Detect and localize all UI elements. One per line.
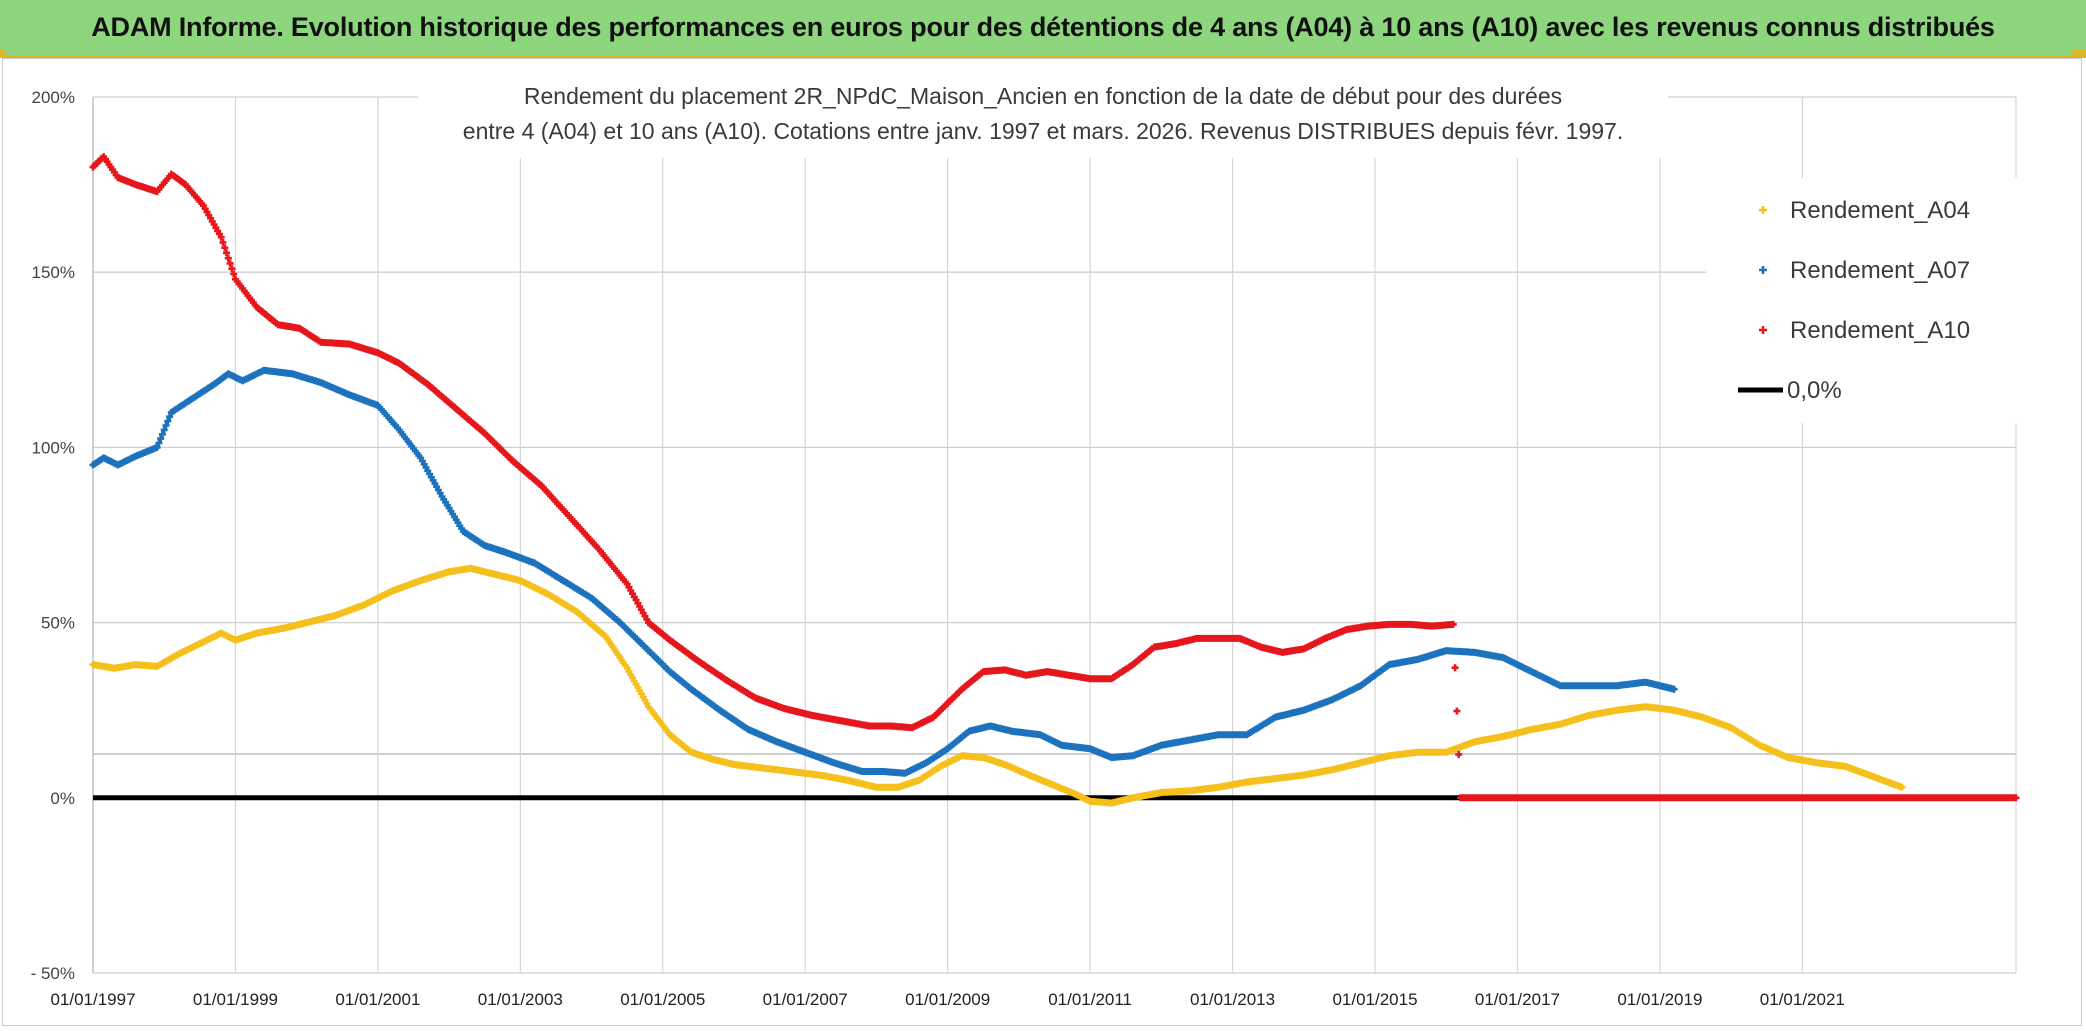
- legend-label: 0,0%: [1787, 377, 1842, 404]
- y-tick-label: - 50%: [31, 964, 75, 983]
- series-Rendement_A07: [89, 366, 1678, 777]
- x-tick-label: 01/01/1999: [193, 990, 278, 1009]
- legend-item: Rendement_A07: [1759, 257, 1970, 284]
- x-tick-label: 01/01/2015: [1332, 990, 1417, 1009]
- chart-title-line: entre 4 (A04) et 10 ans (A10). Cotations…: [463, 118, 1623, 144]
- x-tick-label: 01/01/2017: [1475, 990, 1560, 1009]
- x-tick-label: 01/01/2013: [1190, 990, 1275, 1009]
- series-Rendement_A10: [89, 153, 2020, 802]
- y-tick-label: 150%: [32, 263, 75, 282]
- legend-swatch: [1759, 206, 1767, 214]
- banner-corner-right: [2072, 50, 2086, 56]
- x-tick-label: 01/01/2009: [905, 990, 990, 1009]
- legend-label: Rendement_A04: [1790, 197, 1970, 224]
- series-markers: [89, 153, 2020, 802]
- report-title: ADAM Informe. Evolution historique des p…: [91, 12, 1995, 42]
- x-axis-ticks: 01/01/1997 01/01/1999 01/01/2001 01/01/2003…: [50, 990, 1844, 1009]
- legend-item: Rendement_A04: [1759, 197, 1970, 224]
- chart-legend: Rendement_A04 Rendement_A07 Rendement_A10 0…: [1706, 178, 2018, 423]
- legend-label: Rendement_A10: [1790, 317, 1970, 344]
- y-tick-label: 0%: [50, 789, 75, 808]
- banner-corner-left: [0, 50, 6, 56]
- series-markers: [89, 564, 1906, 807]
- legend-label: Rendement_A07: [1790, 257, 1970, 284]
- chart-frame: [2, 58, 2082, 1026]
- legend-item: 0,0%: [1738, 377, 1842, 404]
- legend-swatch: [1759, 266, 1767, 274]
- y-tick-label: 200%: [32, 88, 75, 107]
- title-background: [418, 76, 1668, 158]
- series-Rendement_A04: [89, 564, 1906, 807]
- legend-swatch: [1759, 326, 1767, 334]
- chart-title: Rendement du placement 2R_NPdC_Maison_An…: [418, 76, 1668, 158]
- x-tick-label: 01/01/2019: [1617, 990, 1702, 1009]
- y-axis-ticks: 200% 150% 100% 50% 0% - 50%: [31, 88, 75, 983]
- x-tick-label: 01/01/2021: [1760, 990, 1845, 1009]
- series-markers: [89, 366, 1678, 777]
- chart-title-line: Rendement du placement 2R_NPdC_Maison_An…: [524, 83, 1562, 109]
- y-tick-label: 100%: [32, 438, 75, 457]
- legend-item: Rendement_A10: [1759, 317, 1970, 344]
- x-tick-label: 01/01/2011: [1048, 990, 1132, 1009]
- report-title-banner: ADAM Informe. Evolution historique des p…: [0, 0, 2086, 58]
- x-tick-label: 01/01/2007: [763, 990, 848, 1009]
- x-tick-label: 01/01/2001: [335, 990, 420, 1009]
- legend-background: [1706, 178, 2018, 423]
- x-tick-label: 01/01/2005: [620, 990, 705, 1009]
- x-tick-label: 01/01/1997: [50, 990, 135, 1009]
- y-tick-label: 50%: [41, 614, 75, 633]
- series-layer: [89, 153, 2020, 807]
- x-tick-label: 01/01/2003: [478, 990, 563, 1009]
